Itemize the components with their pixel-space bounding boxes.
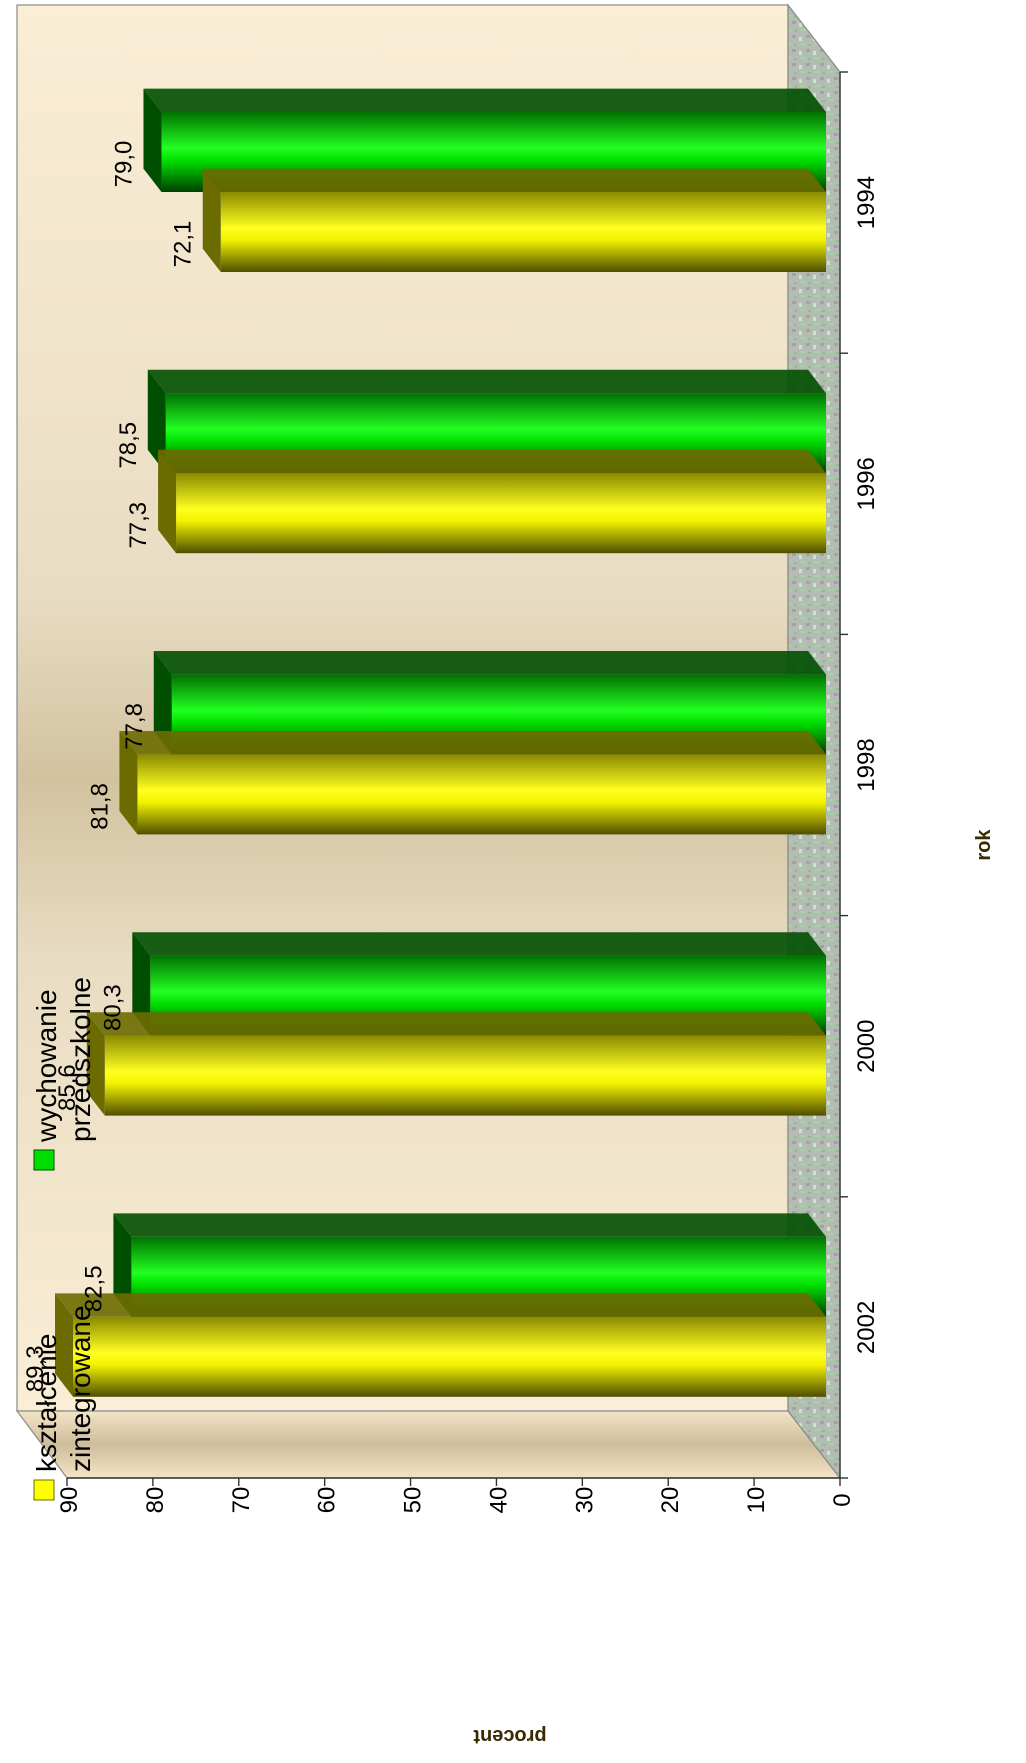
bar-cap-wychowanie-przedszkolne-2000	[132, 932, 151, 1036]
bar-cap-kształcenie-zintegrowane-1996	[158, 449, 177, 554]
bar-side-wychowanie-przedszkolne-1998	[153, 651, 827, 675]
value-tick-label: 40	[485, 1487, 512, 1514]
data-label: 85,6	[54, 1064, 81, 1111]
value-tick-label: 0	[829, 1493, 856, 1506]
bar-cap-wychowanie-przedszkolne-1998	[153, 651, 172, 755]
side-wall	[15, 1410, 842, 1479]
data-label: 82,5	[80, 1265, 107, 1312]
bar-side-wychowanie-przedszkolne-2002	[113, 1213, 826, 1237]
bar-side-wychowanie-przedszkolne-1994	[143, 88, 826, 112]
category-axis-title: rok	[973, 829, 995, 861]
bar-side-kształcenie-zintegrowane-1998	[119, 731, 826, 755]
legend-label: przedszkolne	[65, 977, 96, 1142]
legend-label: wychowanie	[31, 989, 62, 1143]
category-tick-label: 1996	[853, 457, 880, 510]
bar-side-wychowanie-przedszkolne-2000	[132, 932, 826, 956]
category-tick-label: 1994	[853, 176, 880, 229]
bar-kształcenie-zintegrowane-1998	[137, 754, 826, 835]
bar-cap-wychowanie-przedszkolne-1994	[143, 88, 162, 192]
bar-kształcenie-zintegrowane-1996	[176, 473, 827, 554]
bar-kształcenie-zintegrowane-2000	[104, 1035, 826, 1116]
value-tick-label: 50	[400, 1487, 427, 1514]
value-tick-label: 30	[571, 1487, 598, 1514]
bar-cap-kształcenie-zintegrowane-1998	[119, 731, 138, 835]
bar-cap-wychowanie-przedszkolne-1996	[147, 369, 166, 474]
bar-kształcenie-zintegrowane-2002	[73, 1316, 827, 1397]
bar-side-kształcenie-zintegrowane-1996	[158, 449, 827, 474]
data-label: 77,8	[121, 703, 148, 750]
legend-label: kształcenie	[31, 1333, 62, 1472]
category-tick-label: 2002	[853, 1301, 880, 1354]
category-tick-label: 2000	[853, 1020, 880, 1073]
value-tick-label: 80	[142, 1487, 169, 1514]
legend-swatch-kształcenie-zintegrowane	[33, 1479, 55, 1501]
data-label: 89,3	[22, 1345, 49, 1392]
bar-cap-kształcenie-zintegrowane-2002	[55, 1293, 74, 1397]
value-tick-label: 70	[228, 1487, 255, 1514]
legend-swatch-wychowanie-przedszkolne	[33, 1149, 55, 1171]
value-tick-label: 60	[314, 1487, 341, 1514]
value-tick-label: 20	[657, 1487, 684, 1514]
data-label: 81,8	[86, 783, 113, 830]
bar-side-kształcenie-zintegrowane-2000	[86, 1012, 826, 1036]
data-label: 80,3	[99, 984, 126, 1031]
bar-kształcenie-zintegrowane-1994	[220, 192, 827, 272]
bar-side-kształcenie-zintegrowane-2002	[55, 1293, 827, 1317]
legend-label: zintegrowane	[65, 1305, 96, 1472]
bar-side-wychowanie-przedszkolne-1996	[147, 369, 826, 394]
value-tick-label: 10	[743, 1487, 770, 1514]
bar-side-kształcenie-zintegrowane-1994	[202, 168, 827, 192]
category-tick-label: 1998	[853, 738, 880, 791]
data-label: 77,3	[125, 502, 152, 549]
data-label: 78,5	[115, 422, 142, 469]
value-axis-title: procent	[473, 1725, 547, 1747]
bar-cap-wychowanie-przedszkolne-2002	[113, 1213, 132, 1317]
value-tick-label: 90	[56, 1487, 83, 1514]
bar-cap-kształcenie-zintegrowane-2000	[86, 1012, 105, 1116]
bar-cap-kształcenie-zintegrowane-1994	[202, 168, 221, 272]
data-label: 72,1	[170, 221, 197, 268]
data-label: 79,0	[110, 141, 137, 188]
